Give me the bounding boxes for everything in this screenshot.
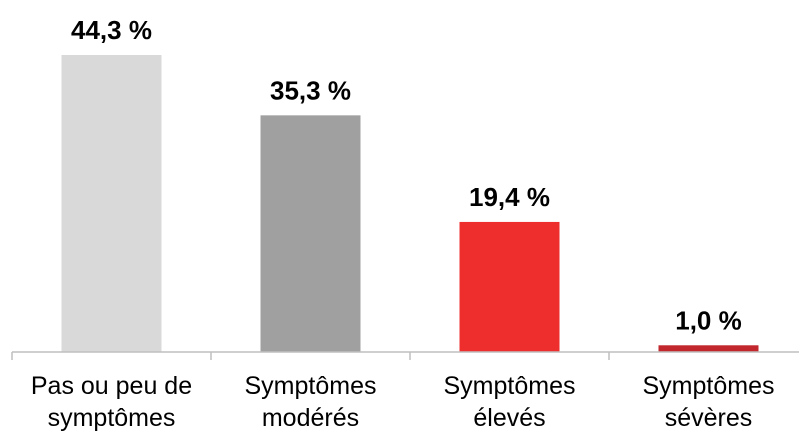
category-label-1-line-1: Pas ou peu de bbox=[31, 372, 192, 400]
category-labels: Pas ou peu de symptômes Symptômes modérés Sy… bbox=[31, 372, 775, 432]
x-axis bbox=[11, 351, 799, 360]
category-label-2-line-1: Symptômes bbox=[245, 372, 377, 400]
category-label-4-line-2: sévères bbox=[665, 404, 753, 432]
data-label-2: 35,3 % bbox=[270, 75, 351, 105]
category-label-2-line-2: modérés bbox=[262, 404, 359, 432]
bar-2 bbox=[260, 115, 361, 353]
bar-1 bbox=[61, 55, 162, 352]
data-label-4: 1,0 % bbox=[675, 305, 742, 335]
bar-4 bbox=[658, 345, 759, 352]
data-labels: 44,3 % 35,3 % 19,4 % 1,0 % bbox=[71, 15, 742, 335]
data-label-3: 19,4 % bbox=[469, 182, 550, 212]
data-label-1: 44,3 % bbox=[71, 15, 152, 45]
bar-3 bbox=[459, 221, 560, 352]
category-label-1-line-2: symptômes bbox=[48, 404, 176, 432]
category-label-4-line-1: Symptômes bbox=[643, 372, 775, 400]
category-label-3-line-1: Symptômes bbox=[444, 372, 576, 400]
category-label-3-line-2: élevés bbox=[473, 404, 545, 432]
bars bbox=[61, 55, 759, 353]
